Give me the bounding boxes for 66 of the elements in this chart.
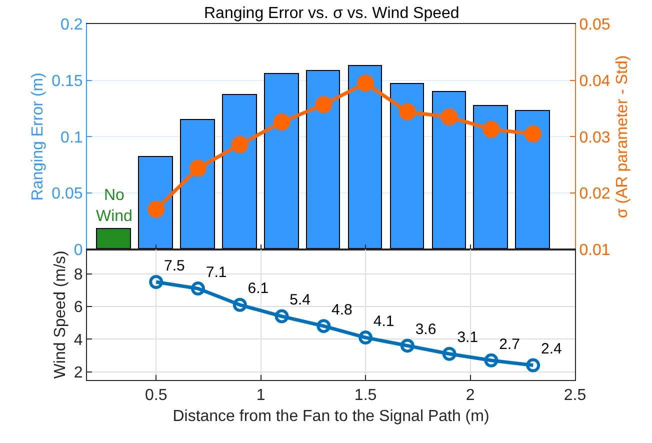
data-label: 2.7 xyxy=(499,336,520,353)
bar xyxy=(96,228,131,249)
bar xyxy=(138,156,173,249)
point xyxy=(148,200,165,218)
point xyxy=(149,275,164,290)
y-tick-label: 8 xyxy=(74,266,83,284)
x-tick-label: 2 xyxy=(466,387,475,404)
y2-tick-label: 0.03 xyxy=(579,129,610,146)
point xyxy=(191,282,205,296)
bar xyxy=(515,110,550,249)
x-tick-label: 1 xyxy=(256,387,266,404)
point xyxy=(357,74,374,92)
point xyxy=(442,346,456,361)
point xyxy=(398,103,416,120)
y-tick-label: 6 xyxy=(74,299,83,316)
y2-tick-label: 0.02 xyxy=(579,186,610,203)
y-tick-label: 0.05 xyxy=(52,186,83,203)
annotation: No Wind xyxy=(96,187,132,225)
bar xyxy=(306,70,340,249)
data-label: 4.1 xyxy=(373,312,394,330)
x-tick-label: 2.5 xyxy=(564,387,586,404)
point xyxy=(484,353,498,368)
y-tick-label: 0.15 xyxy=(52,72,83,90)
point xyxy=(274,309,289,324)
point xyxy=(400,338,414,353)
y-tick-label: 0 xyxy=(74,242,83,259)
y-axis-title: Wind Speed (m/s) xyxy=(52,250,69,379)
y-axis-title: Ranging Error (m) xyxy=(30,72,47,201)
x-tick-label: 1.5 xyxy=(354,387,377,404)
data-label: 6.1 xyxy=(248,280,269,298)
bar xyxy=(180,119,215,249)
bar xyxy=(473,105,508,249)
point xyxy=(315,96,332,114)
data-label: 7.5 xyxy=(164,257,185,274)
y2-tick-label: 0.05 xyxy=(579,16,610,34)
y2-axis-title: σ (AR parameter - Std) xyxy=(614,55,632,218)
y-tick-label: 2 xyxy=(74,364,83,382)
y-tick-label: 4 xyxy=(74,332,83,349)
x-axis-title: Distance from the Fan to the Signal Path (m) xyxy=(172,408,490,425)
chart-title: Ranging Error vs. σ vs. Wind Speed xyxy=(204,5,460,22)
bar xyxy=(348,65,382,249)
point xyxy=(190,160,206,177)
data-label: 3.1 xyxy=(457,329,478,346)
data-label: 4.8 xyxy=(332,301,352,318)
bar xyxy=(264,73,299,249)
data-label: 2.4 xyxy=(540,340,562,358)
data-label: 7.1 xyxy=(206,264,227,281)
point xyxy=(316,319,331,334)
point xyxy=(231,136,248,154)
point xyxy=(440,108,458,126)
y2-tick-label: 0.01 xyxy=(579,242,610,259)
y-tick-label: 0.1 xyxy=(60,129,83,146)
point xyxy=(273,114,290,131)
x-tick-label: 0.5 xyxy=(144,387,168,404)
point xyxy=(358,330,373,345)
y-tick-label: 0.2 xyxy=(60,16,83,34)
data-label: 5.4 xyxy=(290,292,311,309)
point xyxy=(526,358,540,372)
bar xyxy=(432,91,466,249)
point xyxy=(482,120,500,138)
bar xyxy=(390,83,424,249)
bar xyxy=(222,94,257,249)
data-label: 3.6 xyxy=(415,321,436,338)
point xyxy=(524,125,542,142)
y2-tick-label: 0.04 xyxy=(579,72,610,90)
point xyxy=(232,298,247,312)
